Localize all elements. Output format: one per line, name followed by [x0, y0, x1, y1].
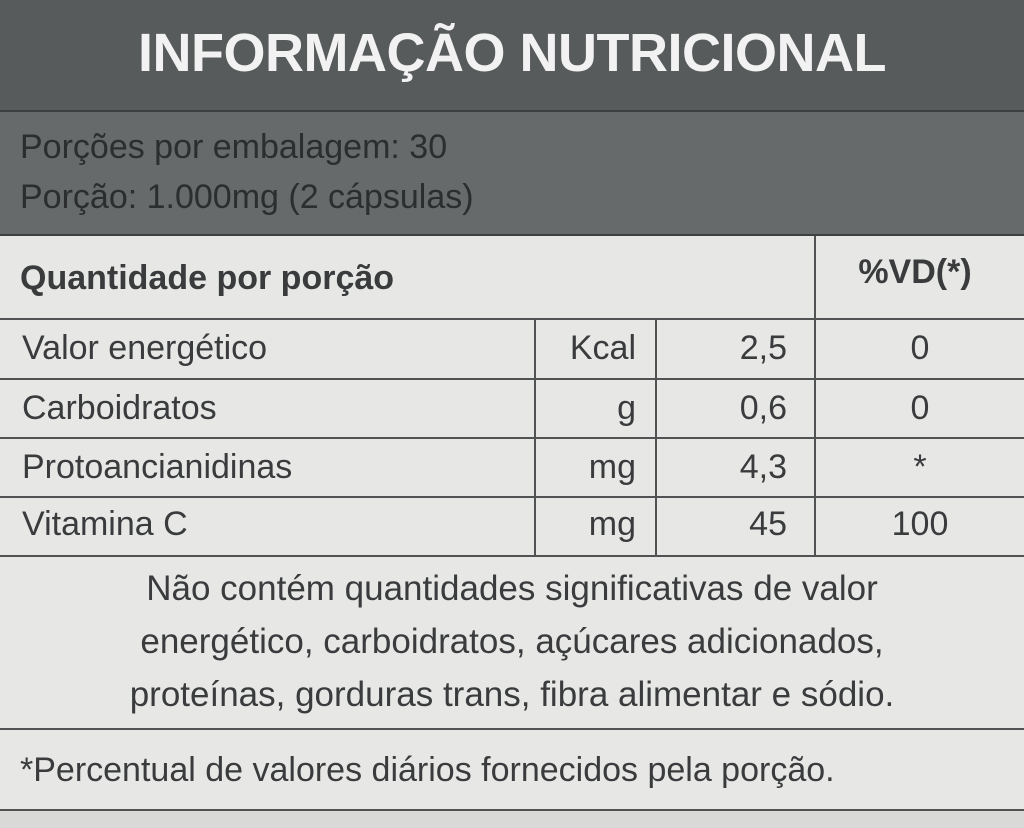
- amount: 4,3: [739, 448, 787, 486]
- daily-value: 0: [910, 389, 930, 427]
- table-area: [0, 236, 1024, 811]
- column-line: [814, 236, 816, 556]
- nutrient-name: Vitamina C: [22, 505, 188, 543]
- row-line: [0, 378, 1024, 380]
- unit: mg: [588, 505, 636, 543]
- row-line: [0, 555, 1024, 557]
- daily-value: 0: [910, 329, 930, 367]
- title: INFORMAÇÃO NUTRICIONAL: [138, 23, 886, 83]
- amount: 2,5: [739, 329, 787, 367]
- unit: Kcal: [569, 329, 636, 367]
- note-line: energético, carboidratos, açúcares adici…: [140, 622, 884, 661]
- unit: g: [617, 389, 636, 427]
- servings-per-package: Porções por embalagem: 30: [20, 128, 448, 166]
- daily-value: 100: [891, 505, 949, 543]
- row-line: [0, 318, 1024, 320]
- nutrient-name: Carboidratos: [22, 389, 217, 427]
- amount: 45: [749, 505, 787, 543]
- serving-band: [0, 112, 1024, 236]
- row-line: [0, 437, 1024, 439]
- header-cell: %VD(*): [858, 253, 972, 291]
- note: Não contém quantidades significativas de…: [0, 562, 1024, 721]
- daily-value: *: [913, 448, 927, 486]
- nutrient-name: Protoancianidinas: [22, 448, 293, 486]
- footnote: *Percentual de valores diários fornecido…: [20, 751, 835, 789]
- unit: mg: [588, 448, 636, 486]
- note-line: proteínas, gorduras trans, fibra aliment…: [129, 675, 895, 714]
- title-band: [0, 0, 1024, 112]
- row-line: [0, 728, 1024, 730]
- nutrient-name: Valor energético: [22, 329, 268, 367]
- amount: 0,6: [739, 389, 787, 427]
- note-line: Não contém quantidades significativas de…: [146, 569, 878, 608]
- row-line: [0, 496, 1024, 498]
- header-cell: Quantidade por porção: [20, 259, 395, 297]
- serving-size: Porção: 1.000mg (2 cápsulas): [20, 178, 474, 216]
